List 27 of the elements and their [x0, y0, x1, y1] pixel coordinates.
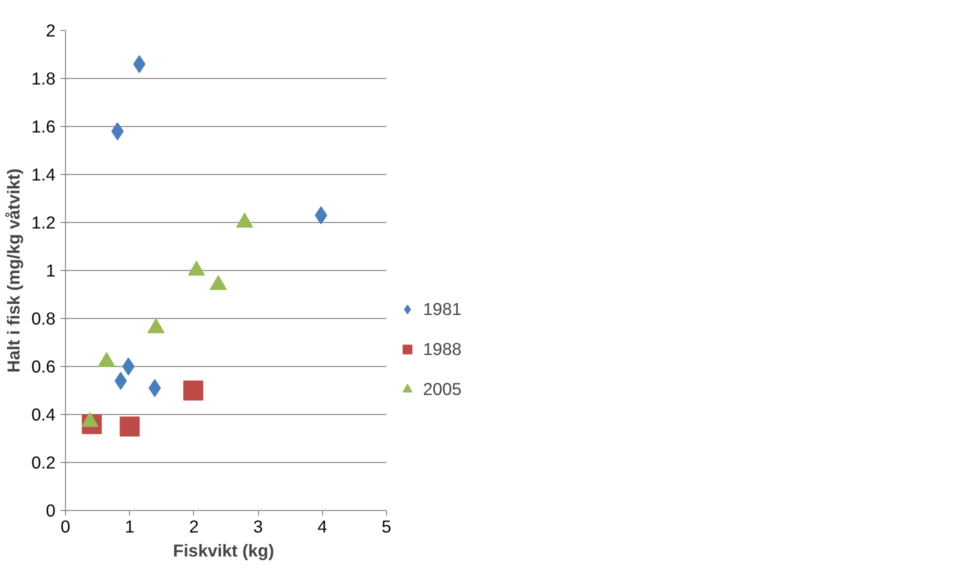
y-tick-label: 1.2	[31, 212, 56, 232]
x-axis-title: Fiskvikt (kg)	[173, 540, 274, 560]
y-tick-label: 1.4	[31, 164, 56, 184]
point	[122, 358, 135, 376]
y-tick-label: 0.4	[31, 404, 56, 424]
legend-label: 2005	[423, 378, 462, 400]
y-tick-label: 2	[46, 20, 56, 40]
y-tick-label: 0	[46, 500, 56, 520]
x-tick-label: 4	[317, 516, 328, 536]
x-tick-label: 3	[253, 516, 263, 536]
point	[120, 416, 140, 436]
x-tick-label: 1	[124, 516, 135, 536]
point	[314, 206, 328, 224]
y-tick-label: 0.8	[31, 308, 56, 328]
x-tick-label: 5	[382, 516, 392, 536]
y-tick-label: 0.6	[31, 356, 56, 376]
x-tick-label: 2	[189, 516, 199, 536]
y-axis-title: Halt i fisk (mg/kg våtvikt)	[3, 168, 24, 373]
y-tick-label: 0.2	[31, 452, 56, 472]
y-tick-label: 1.6	[31, 116, 56, 136]
y-tick-label: 1.8	[31, 68, 56, 88]
point	[183, 380, 204, 400]
y-tick-label: 1	[46, 260, 56, 280]
legend-label: 1981	[423, 298, 462, 320]
x-tick-label: 0	[60, 516, 70, 536]
point	[111, 122, 124, 140]
legend-label: 1988	[423, 338, 462, 360]
